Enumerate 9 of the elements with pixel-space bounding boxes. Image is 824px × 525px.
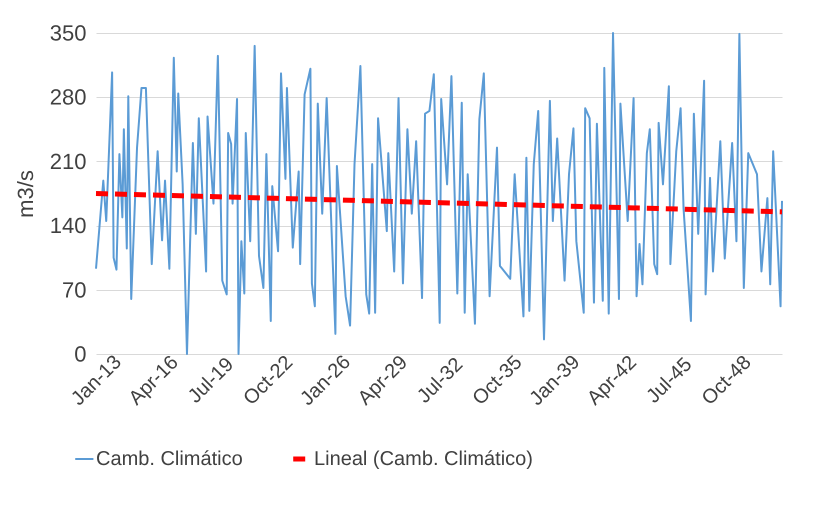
y-tick-label: 140 — [50, 213, 86, 238]
legend-label: Lineal (Camb. Climático) — [314, 448, 533, 470]
legend-label: Camb. Climático — [96, 448, 243, 470]
y-tick-label: 350 — [50, 20, 86, 46]
y-tick-label: 70 — [62, 277, 86, 302]
line-series — [95, 32, 783, 355]
y-tick-label: 210 — [50, 148, 86, 174]
y-axis-title: m3/s — [12, 170, 38, 218]
y-tick-label: 280 — [50, 84, 86, 110]
